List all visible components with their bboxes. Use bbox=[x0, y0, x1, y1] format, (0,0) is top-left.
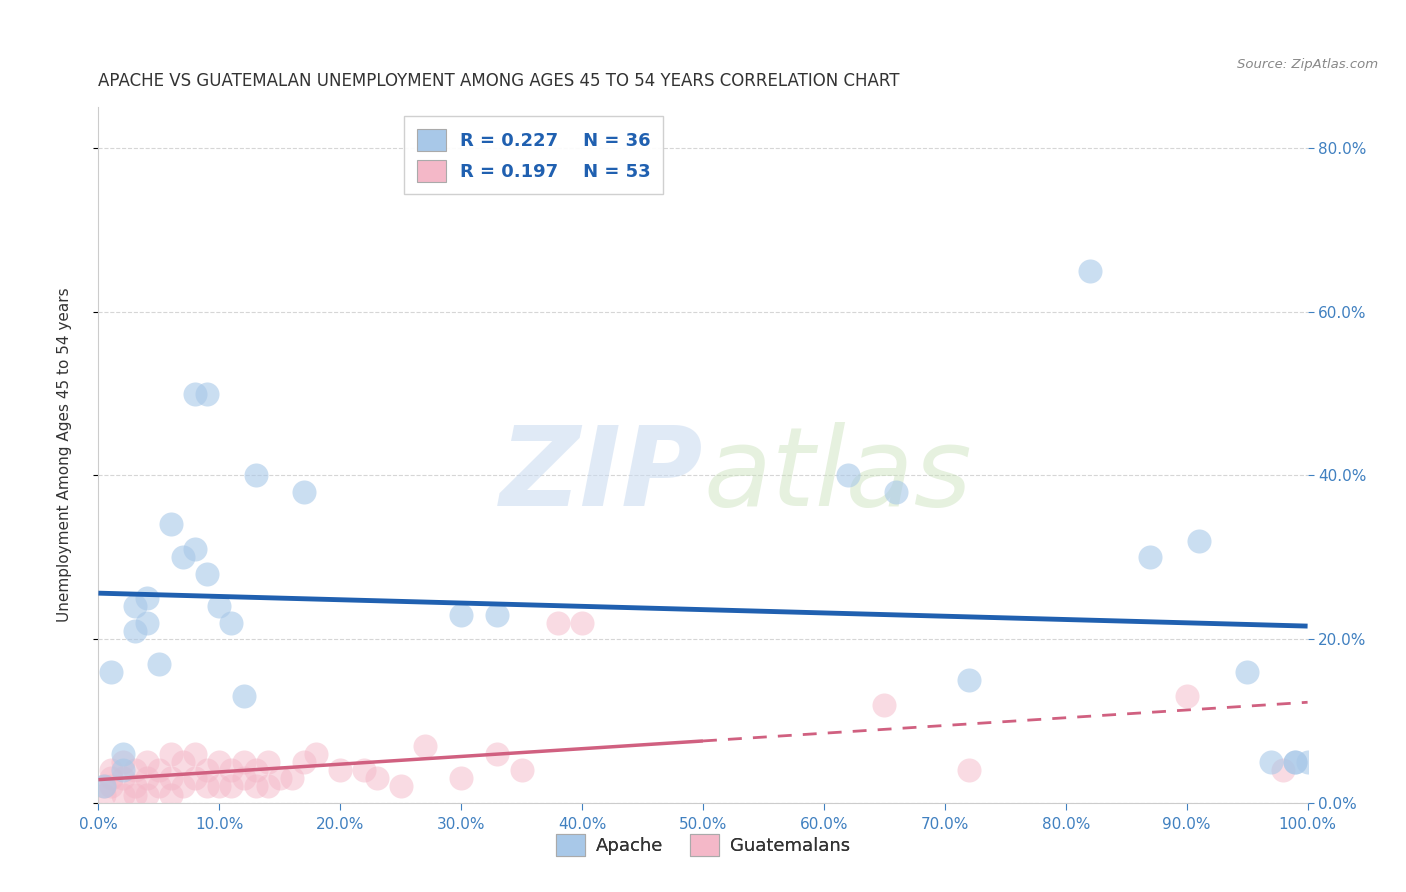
Point bbox=[172, 780, 194, 794]
Point bbox=[100, 763, 122, 777]
Point bbox=[547, 615, 569, 630]
Point bbox=[221, 780, 243, 794]
Point bbox=[269, 771, 291, 785]
Point bbox=[135, 771, 157, 785]
Point bbox=[172, 755, 194, 769]
Point bbox=[195, 566, 218, 581]
Point bbox=[1296, 755, 1319, 769]
Text: Source: ZipAtlas.com: Source: ZipAtlas.com bbox=[1237, 58, 1378, 71]
Point bbox=[195, 780, 218, 794]
Point bbox=[886, 484, 908, 499]
Point bbox=[135, 591, 157, 606]
Point bbox=[195, 386, 218, 401]
Point bbox=[450, 771, 472, 785]
Point bbox=[413, 739, 436, 753]
Point bbox=[486, 747, 509, 761]
Point bbox=[148, 780, 170, 794]
Point bbox=[135, 615, 157, 630]
Point bbox=[1260, 755, 1282, 769]
Text: ZIP: ZIP bbox=[499, 422, 703, 529]
Point bbox=[1188, 533, 1211, 548]
Point bbox=[281, 771, 304, 785]
Point bbox=[232, 755, 254, 769]
Point bbox=[111, 788, 134, 802]
Point bbox=[208, 599, 231, 614]
Point bbox=[329, 763, 352, 777]
Point bbox=[245, 468, 267, 483]
Point bbox=[124, 788, 146, 802]
Point bbox=[450, 607, 472, 622]
Point bbox=[100, 780, 122, 794]
Point bbox=[160, 771, 183, 785]
Point bbox=[124, 624, 146, 638]
Point bbox=[124, 763, 146, 777]
Point bbox=[148, 763, 170, 777]
Point bbox=[353, 763, 375, 777]
Point bbox=[1236, 665, 1258, 679]
Point bbox=[837, 468, 859, 483]
Point bbox=[184, 386, 207, 401]
Point bbox=[111, 747, 134, 761]
Point bbox=[124, 780, 146, 794]
Point bbox=[111, 771, 134, 785]
Point bbox=[232, 690, 254, 704]
Point bbox=[93, 788, 115, 802]
Point bbox=[111, 755, 134, 769]
Point bbox=[232, 771, 254, 785]
Point bbox=[221, 615, 243, 630]
Point bbox=[221, 763, 243, 777]
Point bbox=[135, 788, 157, 802]
Point bbox=[1175, 690, 1198, 704]
Point bbox=[1078, 264, 1101, 278]
Point bbox=[184, 771, 207, 785]
Point bbox=[486, 607, 509, 622]
Point bbox=[100, 771, 122, 785]
Point bbox=[135, 755, 157, 769]
Point bbox=[148, 657, 170, 671]
Point bbox=[1139, 550, 1161, 565]
Point bbox=[256, 755, 278, 769]
Point bbox=[1284, 755, 1306, 769]
Point bbox=[256, 780, 278, 794]
Point bbox=[100, 665, 122, 679]
Point bbox=[195, 763, 218, 777]
Point bbox=[389, 780, 412, 794]
Point bbox=[160, 517, 183, 532]
Point bbox=[124, 599, 146, 614]
Point bbox=[172, 550, 194, 565]
Point bbox=[245, 780, 267, 794]
Point bbox=[1284, 755, 1306, 769]
Text: APACHE VS GUATEMALAN UNEMPLOYMENT AMONG AGES 45 TO 54 YEARS CORRELATION CHART: APACHE VS GUATEMALAN UNEMPLOYMENT AMONG … bbox=[98, 72, 900, 90]
Point bbox=[957, 763, 980, 777]
Point bbox=[160, 747, 183, 761]
Point bbox=[111, 763, 134, 777]
Point bbox=[208, 755, 231, 769]
Point bbox=[292, 484, 315, 499]
Point bbox=[292, 755, 315, 769]
Point bbox=[160, 788, 183, 802]
Point bbox=[1272, 763, 1295, 777]
Point bbox=[184, 747, 207, 761]
Y-axis label: Unemployment Among Ages 45 to 54 years: Unemployment Among Ages 45 to 54 years bbox=[58, 287, 72, 623]
Point bbox=[305, 747, 328, 761]
Point bbox=[873, 698, 896, 712]
Point bbox=[245, 763, 267, 777]
Point bbox=[93, 780, 115, 794]
Legend: Apache, Guatemalans: Apache, Guatemalans bbox=[548, 827, 858, 863]
Point bbox=[571, 615, 593, 630]
Point bbox=[93, 780, 115, 794]
Point bbox=[366, 771, 388, 785]
Point bbox=[184, 542, 207, 557]
Text: atlas: atlas bbox=[703, 422, 972, 529]
Point bbox=[957, 673, 980, 687]
Point bbox=[208, 780, 231, 794]
Point bbox=[510, 763, 533, 777]
